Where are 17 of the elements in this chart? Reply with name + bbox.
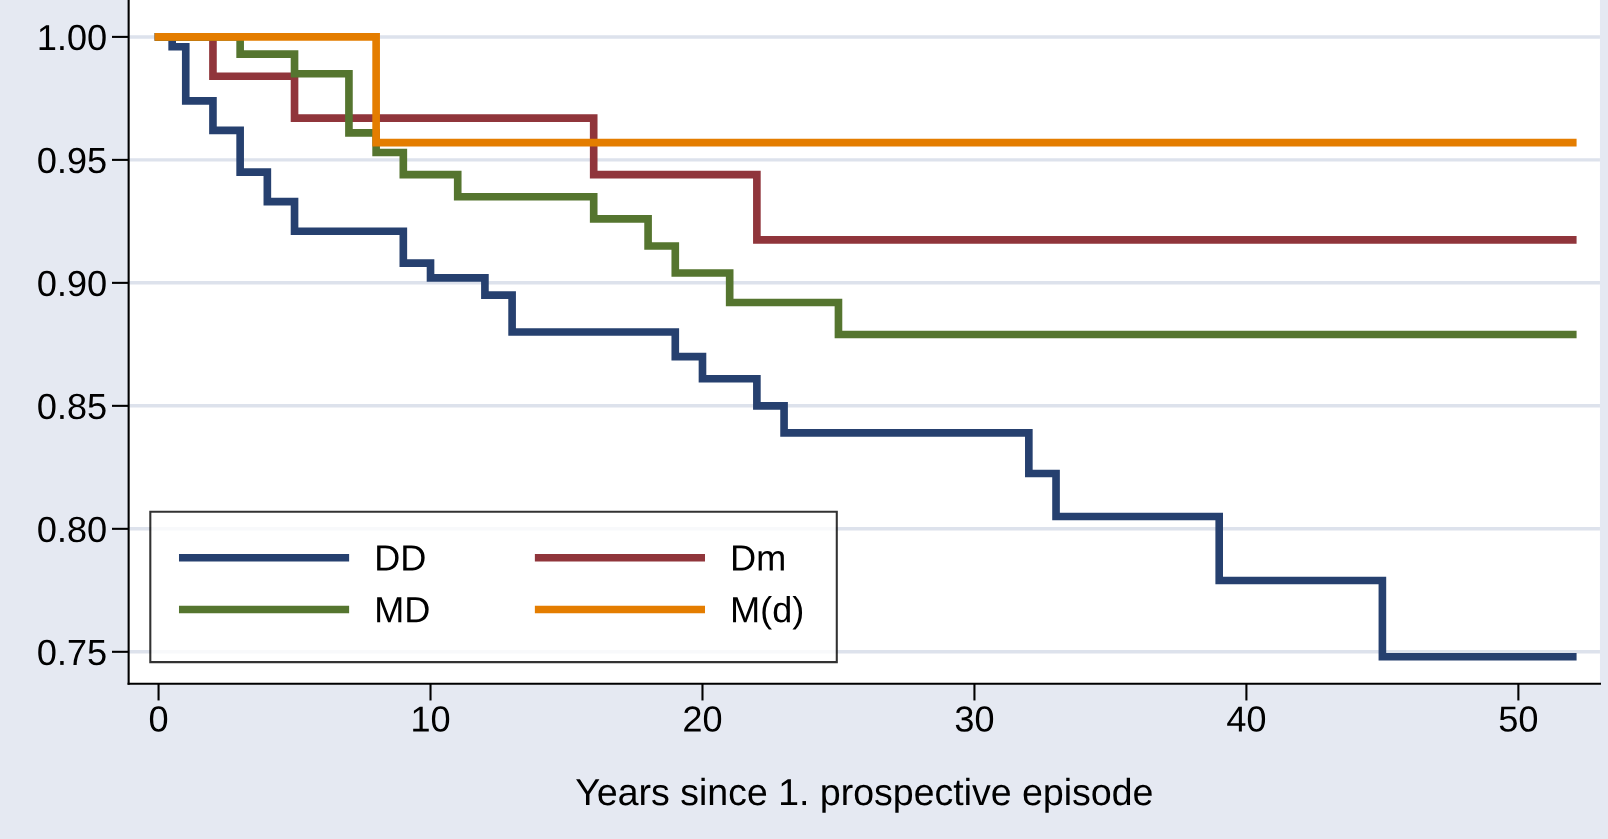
y-tick-label: 0.75 [38,639,106,666]
x-axis-title: Years since 1. prospective episode [576,777,1152,813]
x-tick-label: 10 [413,706,450,732]
legend-label: Dm [733,545,784,571]
legend-label: M(d) [733,595,803,630]
x-tick-label: 0 [149,706,168,732]
legend-label: MD [377,597,429,623]
x-tick-label: 30 [955,706,994,732]
x-tick-label: 20 [684,706,722,732]
y-tick-label: 0.80 [38,516,106,543]
y-tick-label: 0.95 [38,147,106,174]
x-tick-label: 40 [1227,706,1266,732]
legend-label: DD [377,545,425,571]
y-tick-label: 0.90 [38,270,106,297]
y-tick-label: 0.85 [38,393,106,420]
x-tick-label: 50 [1499,706,1538,732]
y-tick-label: 1.00 [39,24,106,51]
